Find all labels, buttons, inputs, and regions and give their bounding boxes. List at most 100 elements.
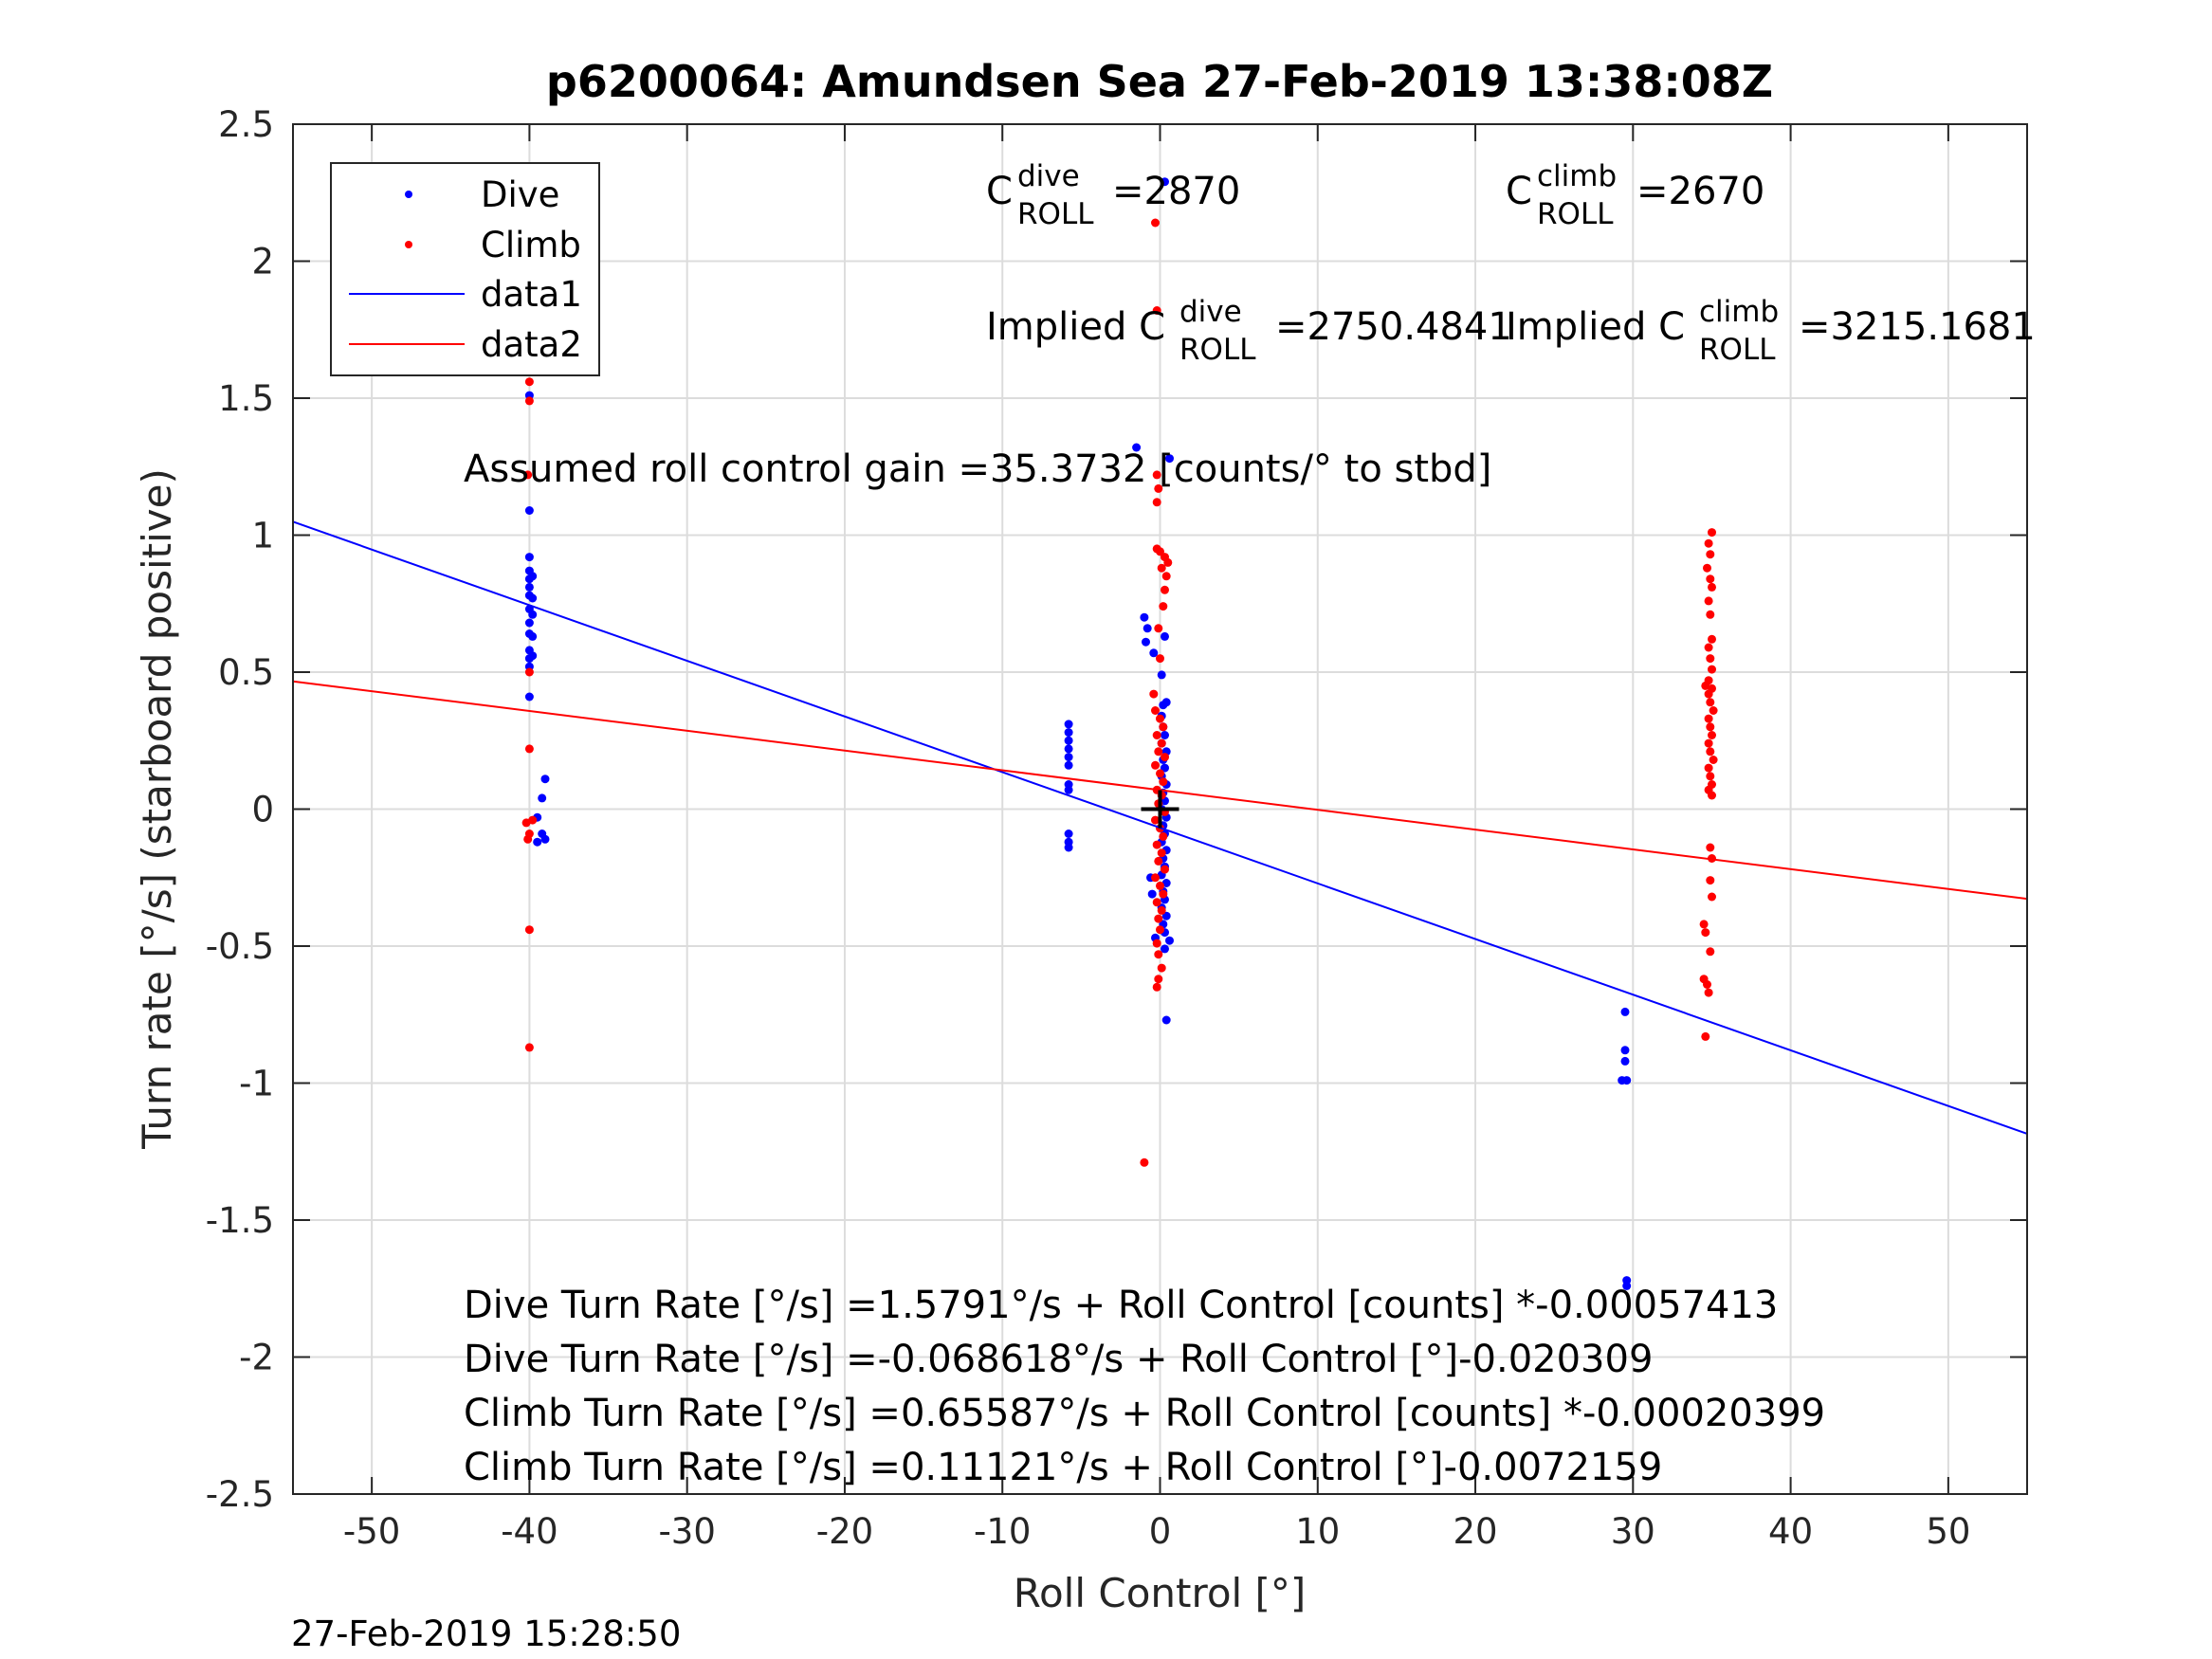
climb-point [1152, 470, 1161, 480]
x-tick-label: 50 [1926, 1511, 1970, 1552]
climb-point [1706, 876, 1715, 885]
climb-point [1159, 831, 1168, 841]
climb-point [1706, 747, 1715, 757]
c-dive-sub: ROLL [1017, 197, 1094, 231]
x-axis-label: Roll Control [°] [1014, 1570, 1307, 1616]
climb-point [524, 377, 534, 387]
dive-point [1140, 612, 1149, 622]
c-climb-sub: ROLL [1537, 197, 1614, 231]
dive-point [1132, 443, 1142, 452]
y-tick-label: 2.5 [218, 104, 274, 145]
climb-point [1704, 596, 1713, 606]
dive-point [1143, 624, 1152, 633]
dive-point [540, 834, 550, 844]
implied-climb-prefix: Implied C [1506, 305, 1685, 349]
dive-point [1161, 944, 1169, 954]
climb-point [1161, 865, 1169, 874]
climb-point [1704, 988, 1713, 997]
climb-point [524, 1043, 534, 1052]
climb-point [1157, 848, 1166, 858]
y-tick-label: -1 [239, 1064, 274, 1104]
climb-point [1706, 843, 1715, 852]
dive-point [1064, 753, 1073, 762]
climb-point [1703, 980, 1711, 989]
climb-point [1701, 1031, 1710, 1041]
x-tick-label: 40 [1768, 1511, 1813, 1552]
dive-point [1161, 177, 1169, 187]
dive-point [528, 610, 538, 619]
climb-point [1151, 815, 1160, 825]
climb-point [1156, 881, 1164, 890]
climb-point [1154, 914, 1163, 923]
climb-point [1157, 905, 1166, 915]
y-tick-label: -0.5 [206, 926, 274, 967]
legend-label-dive: Dive [481, 174, 559, 215]
dive-point [1064, 830, 1073, 838]
climb-point [1706, 698, 1715, 707]
annotation-equation-2: Dive Turn Rate [°/s] =-0.068618°/s + Rol… [464, 1338, 1653, 1381]
climb-point [1154, 950, 1163, 959]
dive-point [1620, 1046, 1630, 1055]
dive-point [1161, 698, 1171, 707]
climb-point [1708, 665, 1716, 674]
climb-point [1161, 585, 1169, 594]
x-tick-label: 10 [1295, 1511, 1340, 1552]
dive-point [1147, 889, 1157, 899]
climb-point [1704, 689, 1713, 699]
dive-point [1064, 785, 1073, 794]
climb-point [1152, 306, 1161, 315]
climb-point [1159, 777, 1168, 787]
annotation-gain: Assumed roll control gain =35.3732 [coun… [464, 447, 1491, 491]
dive-point [538, 793, 547, 803]
climb-point [1152, 939, 1161, 948]
climb-point [1706, 772, 1715, 781]
y-tick-label: 2 [251, 242, 274, 283]
climb-point [1706, 654, 1715, 664]
axes [292, 123, 2028, 1495]
legend-label-data2: data2 [481, 324, 582, 365]
climb-point [1159, 722, 1168, 732]
legend-marker-climb [405, 241, 412, 248]
climb-point [1152, 731, 1161, 739]
c-dive-value: =2870 [1112, 170, 1240, 213]
annotation-implied-dive: Implied C dive ROLL =2750.4841 [986, 295, 1512, 367]
annotation-implied-climb: Implied C climb ROLL =3215.1681 [1506, 295, 2036, 367]
dive-point [533, 837, 542, 847]
dive-point [1165, 936, 1174, 945]
climb-point [1709, 756, 1718, 764]
y-tick-label: -2 [239, 1338, 274, 1378]
c-dive-prefix: C [986, 170, 1013, 213]
c-climb-prefix: C [1506, 170, 1532, 213]
climb-point [1161, 572, 1171, 581]
dive-point [1622, 1281, 1632, 1290]
dive-point [528, 651, 538, 661]
y-tick-label: 1.5 [218, 378, 274, 419]
climb-point [1152, 982, 1161, 992]
climb-point [1708, 731, 1716, 739]
climb-point [1151, 873, 1160, 883]
climb-point [1157, 563, 1166, 573]
x-tick-label: 0 [1149, 1511, 1172, 1552]
climb-point [1152, 898, 1161, 907]
annotation-c-dive: C dive ROLL =2870 [986, 159, 1240, 231]
dive-point [1142, 637, 1150, 647]
dive-point [528, 593, 538, 603]
chart-title: p6200064: Amundsen Sea 27-Feb-2019 13:38… [546, 56, 1773, 107]
dive-point [540, 775, 550, 784]
climb-point [1140, 1158, 1149, 1167]
climb-point [1706, 574, 1715, 584]
implied-climb-sup: climb [1699, 295, 1779, 329]
climb-point [1704, 738, 1713, 748]
x-tick-label: 30 [1611, 1511, 1655, 1552]
climb-point [1161, 753, 1169, 762]
climb-point [1706, 550, 1715, 559]
x-tick-label: -40 [501, 1511, 558, 1552]
climb-point [1156, 925, 1164, 935]
climb-point [1708, 791, 1716, 800]
climb-point [1154, 975, 1163, 984]
climb-point [524, 925, 534, 935]
dive-point [1161, 1015, 1171, 1025]
climb-point [524, 396, 534, 406]
dive-point [1064, 744, 1073, 754]
